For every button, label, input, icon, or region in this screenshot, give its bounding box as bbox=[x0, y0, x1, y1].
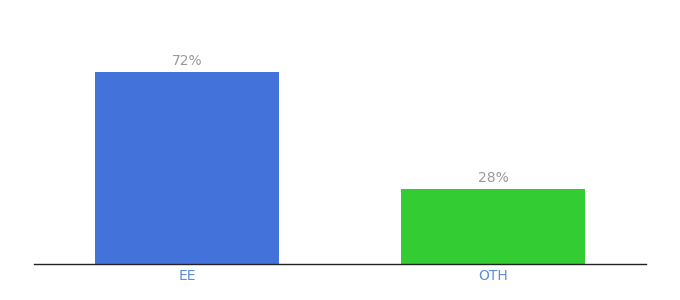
Text: 72%: 72% bbox=[171, 54, 203, 68]
Bar bbox=[401, 189, 585, 264]
Bar bbox=[95, 72, 279, 264]
Text: 28%: 28% bbox=[477, 171, 509, 185]
